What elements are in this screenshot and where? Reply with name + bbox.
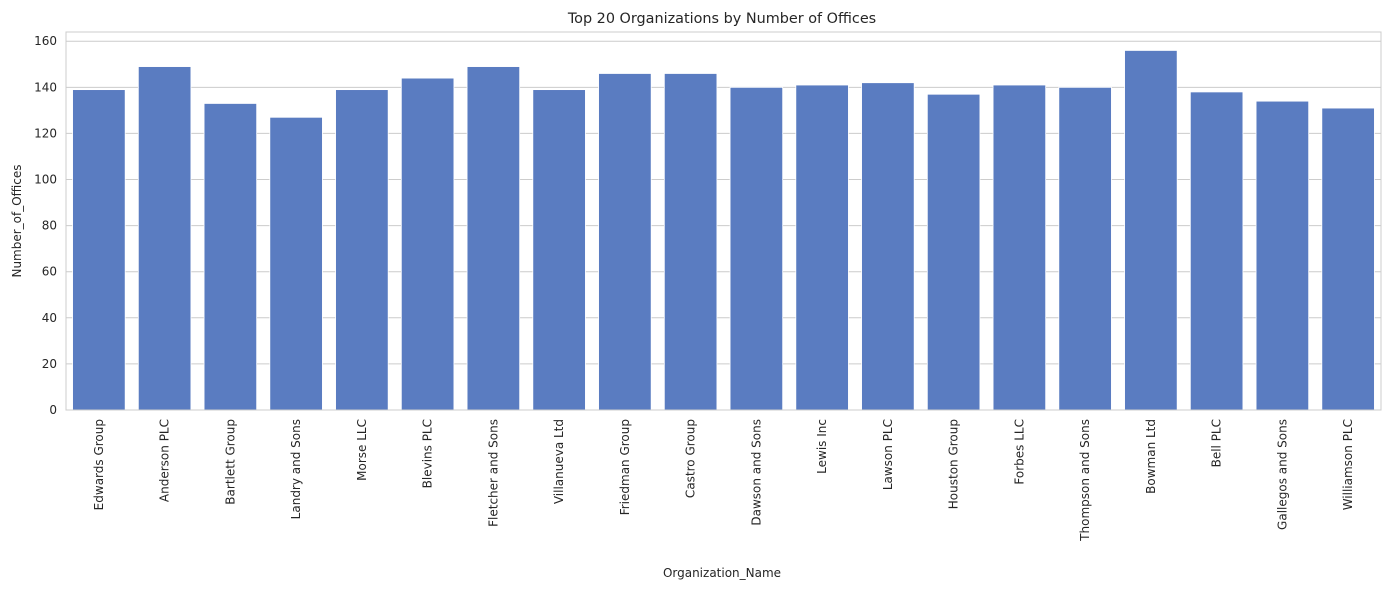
x-tick-label: Bell PLC [1210,419,1224,467]
y-axis-ticks: 0 20 40 60 80 100 120 140 160 [34,34,57,417]
x-tick-label: Castro Group [684,419,698,498]
x-tick-label: Bowman Ltd [1144,419,1158,494]
x-tick-label: Lewis Inc [815,419,829,474]
bar [926,93,981,411]
bar [1124,50,1178,411]
bar [729,86,784,411]
x-tick-label: Landry and Sons [289,419,303,519]
y-tick-label: 100 [34,173,57,187]
x-tick-label: Williamson PLC [1341,419,1355,510]
y-tick-label: 0 [49,403,57,417]
y-tick-label: 80 [42,219,57,233]
bar [1321,107,1375,411]
bar [466,66,521,411]
bars [72,50,1375,411]
x-tick-label: Edwards Group [92,419,106,510]
grid-lines [66,40,1381,411]
x-tick-label: Morse LLC [355,419,369,481]
bar [72,89,126,411]
bar [1058,86,1112,411]
x-tick-label: Houston Group [947,419,961,509]
x-tick-label: Bartlett Group [223,419,237,505]
y-tick-label: 40 [42,311,57,325]
bar [663,73,718,411]
axes-frame [65,31,1382,411]
x-tick-label: Dawson and Sons [749,419,763,526]
bar [269,116,323,411]
bar [992,84,1047,411]
x-tick-label: Friedman Group [618,419,632,515]
x-tick-label: Blevins PLC [421,419,435,488]
x-tick-label: Thompson and Sons [1078,419,1092,542]
x-axis-ticks: Edwards Group Anderson PLC Bartlett Group L… [92,419,1355,542]
x-tick-label: Villanueva Ltd [552,419,566,504]
bar [1255,100,1310,411]
x-tick-label: Lawson PLC [881,419,895,490]
y-tick-label: 120 [34,126,57,140]
y-axis-label: Number_of_Offices [10,164,24,277]
bar [335,89,389,411]
x-tick-label: Anderson PLC [158,419,172,502]
bar [1189,91,1244,411]
y-tick-label: 20 [42,357,57,371]
x-tick-label: Fletcher and Sons [486,419,500,527]
plot-frame [65,31,1382,411]
x-tick-label: Gallegos and Sons [1275,419,1289,530]
bar [795,84,849,411]
y-tick-label: 60 [42,265,57,279]
bar [532,89,586,411]
bar [861,82,915,411]
y-tick-label: 140 [34,80,57,94]
y-tick-label: 160 [34,34,57,48]
bar [137,66,192,411]
bar [598,73,652,411]
bar [400,77,455,411]
bar [203,103,258,411]
x-axis-label: Organization_Name [663,566,781,580]
chart-title: Top 20 Organizations by Number of Office… [567,11,876,27]
x-tick-label: Forbes LLC [1012,419,1026,485]
